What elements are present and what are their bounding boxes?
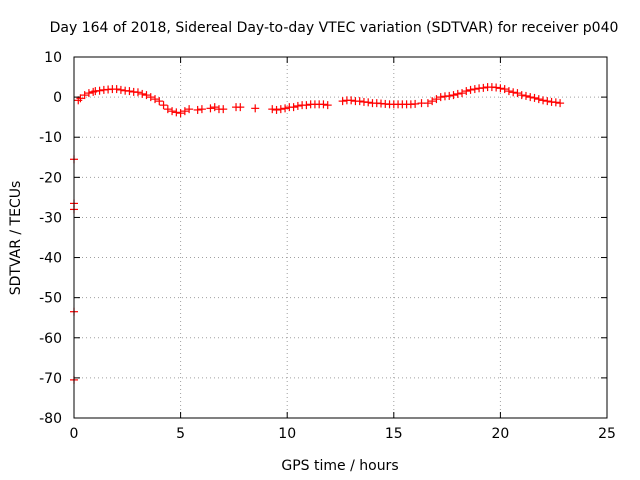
data-point bbox=[539, 96, 548, 105]
data-point bbox=[251, 104, 260, 113]
data-point bbox=[479, 83, 488, 92]
x-tick-label: 15 bbox=[385, 426, 403, 442]
data-point bbox=[364, 98, 373, 107]
data-point bbox=[347, 96, 356, 105]
data-point bbox=[504, 87, 513, 96]
data-point bbox=[151, 95, 160, 104]
data-point bbox=[293, 101, 302, 110]
data-point bbox=[289, 103, 298, 112]
data-point bbox=[496, 84, 505, 93]
data-point bbox=[172, 108, 181, 117]
data-point bbox=[168, 107, 177, 116]
y-tick-label: -60 bbox=[39, 331, 62, 347]
x-tick-label: 20 bbox=[491, 426, 509, 442]
data-point bbox=[530, 93, 539, 102]
y-tick-label: -50 bbox=[39, 291, 62, 307]
data-point bbox=[176, 109, 185, 118]
data-point bbox=[436, 93, 445, 102]
data-point bbox=[133, 88, 142, 97]
y-tick-label: -30 bbox=[39, 210, 62, 226]
data-point bbox=[521, 91, 530, 100]
y-tick-label: -70 bbox=[39, 371, 62, 387]
data-point bbox=[206, 104, 215, 113]
data-point bbox=[453, 89, 462, 98]
data-point bbox=[142, 91, 151, 100]
data-point bbox=[509, 88, 518, 97]
x-tick-label: 0 bbox=[70, 426, 79, 442]
grid-layer bbox=[74, 57, 607, 418]
data-point bbox=[281, 104, 290, 113]
points-layer bbox=[70, 83, 565, 384]
x-axis-label: GPS time / hours bbox=[281, 458, 398, 474]
y-axis-label: SDTVAR / TECUs bbox=[8, 181, 24, 296]
data-point bbox=[432, 95, 441, 104]
data-point bbox=[470, 85, 479, 94]
data-point bbox=[76, 94, 85, 103]
data-point bbox=[556, 99, 565, 108]
data-point bbox=[423, 99, 432, 108]
data-point bbox=[543, 97, 552, 106]
data-point bbox=[155, 97, 164, 106]
data-point bbox=[302, 101, 311, 110]
data-point bbox=[458, 89, 467, 98]
data-point bbox=[185, 105, 194, 114]
data-point bbox=[445, 91, 454, 100]
data-point bbox=[323, 101, 332, 110]
data-point bbox=[411, 99, 420, 108]
data-point bbox=[492, 83, 501, 92]
data-point bbox=[500, 85, 509, 94]
y-tick-label: 0 bbox=[53, 90, 62, 106]
data-point bbox=[180, 107, 189, 116]
data-point bbox=[526, 93, 535, 102]
plot-frame bbox=[73, 56, 608, 419]
y-tick-label: -20 bbox=[39, 170, 62, 186]
y-tick-label: 10 bbox=[44, 50, 62, 66]
data-point bbox=[116, 85, 125, 94]
data-point bbox=[272, 105, 281, 114]
x-tick-label: 5 bbox=[176, 426, 185, 442]
data-point bbox=[112, 85, 121, 94]
data-point bbox=[95, 86, 104, 95]
data-point bbox=[138, 89, 147, 98]
data-point bbox=[193, 105, 202, 114]
data-point bbox=[338, 97, 347, 106]
data-point bbox=[462, 87, 471, 96]
data-point bbox=[197, 105, 206, 114]
chart-title: Day 164 of 2018, Sidereal Day-to-day VTE… bbox=[50, 20, 619, 36]
data-point bbox=[268, 105, 277, 114]
data-point bbox=[219, 105, 228, 114]
data-point bbox=[534, 95, 543, 104]
data-point bbox=[449, 91, 458, 100]
data-point bbox=[210, 103, 219, 112]
data-point bbox=[551, 98, 560, 107]
data-point bbox=[146, 93, 155, 102]
y-tick-label: -10 bbox=[39, 130, 62, 146]
data-point bbox=[355, 97, 364, 106]
data-point bbox=[84, 89, 93, 98]
data-point bbox=[517, 91, 526, 100]
y-tick-label: -80 bbox=[39, 411, 62, 427]
data-point bbox=[80, 91, 89, 100]
x-tick-label: 25 bbox=[598, 426, 616, 442]
data-point bbox=[319, 100, 328, 109]
data-point bbox=[159, 101, 168, 110]
y-tick-label: -40 bbox=[39, 251, 62, 267]
x-tick-label: 10 bbox=[278, 426, 296, 442]
data-point bbox=[428, 97, 437, 106]
data-point bbox=[236, 103, 245, 112]
data-point bbox=[276, 105, 285, 114]
data-point bbox=[125, 87, 134, 96]
ticks-layer: 0 5 10 15 20 25 10 0 -10 -20 -30 -40 -50 -60 -70 -80 bbox=[39, 50, 616, 442]
data-point bbox=[466, 85, 475, 94]
data-point bbox=[89, 87, 98, 96]
data-point bbox=[163, 105, 172, 114]
data-point bbox=[513, 89, 522, 98]
